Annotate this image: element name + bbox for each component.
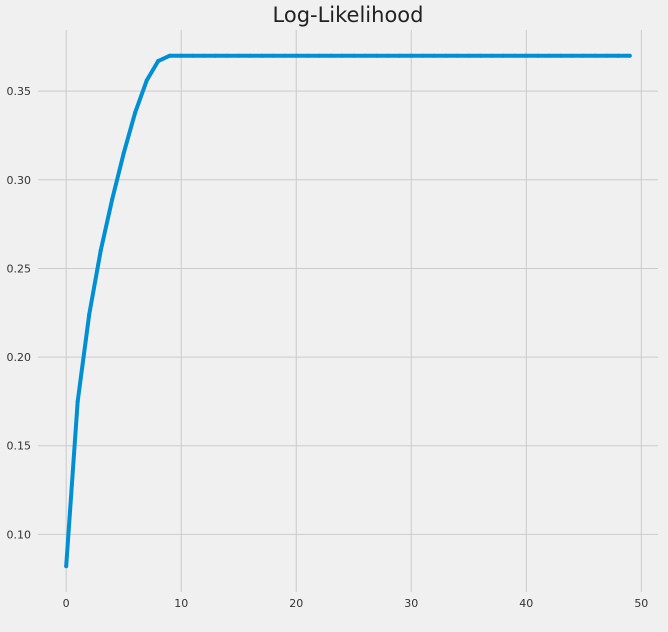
y-tick-labels: 0.10 0.15 0.20 0.25 0.30 0.35	[7, 85, 32, 541]
data-point	[75, 399, 80, 404]
data-point	[535, 53, 540, 58]
data-point	[478, 53, 483, 58]
data-point	[512, 53, 517, 58]
data-point	[110, 197, 115, 202]
data-point	[558, 53, 563, 58]
x-tick-label: 50	[634, 597, 648, 610]
data-point	[87, 312, 92, 317]
data-point	[64, 564, 69, 569]
y-tick-label: 0.30	[7, 174, 32, 187]
data-point	[179, 53, 184, 58]
data-point	[616, 53, 621, 58]
data-point	[213, 53, 218, 58]
data-point	[581, 53, 586, 58]
data-point	[432, 53, 437, 58]
data-point	[570, 53, 575, 58]
data-point	[351, 53, 356, 58]
data-point	[604, 53, 609, 58]
data-point	[501, 53, 506, 58]
y-tick-label: 0.15	[7, 440, 32, 453]
x-tick-label: 20	[289, 597, 303, 610]
series-layer	[64, 53, 632, 569]
data-point	[202, 53, 207, 58]
data-point	[397, 53, 402, 58]
data-point	[271, 53, 276, 58]
data-point	[328, 53, 333, 58]
y-tick-label: 0.35	[7, 85, 32, 98]
y-tick-label: 0.10	[7, 528, 32, 541]
data-point	[317, 53, 322, 58]
data-point	[443, 53, 448, 58]
data-point	[363, 53, 368, 58]
data-point	[98, 248, 103, 253]
y-tick-label: 0.25	[7, 262, 32, 275]
data-point	[524, 53, 529, 58]
data-point	[374, 53, 379, 58]
data-point	[593, 53, 598, 58]
data-point	[121, 151, 126, 156]
chart-title: Log-Likelihood	[273, 3, 424, 27]
data-point	[466, 53, 471, 58]
data-point	[547, 53, 552, 58]
data-point	[627, 53, 632, 58]
x-tick-label: 10	[174, 597, 188, 610]
data-point	[455, 53, 460, 58]
data-point	[305, 53, 310, 58]
data-point	[167, 53, 172, 58]
x-tick-label: 30	[404, 597, 418, 610]
x-tick-label: 0	[63, 597, 70, 610]
data-point	[144, 78, 149, 83]
data-point	[156, 59, 161, 64]
data-point	[190, 53, 195, 58]
data-point	[420, 53, 425, 58]
data-point	[294, 53, 299, 58]
data-point	[259, 53, 264, 58]
data-point	[282, 53, 287, 58]
data-point	[236, 53, 241, 58]
y-tick-label: 0.20	[7, 351, 32, 364]
data-point	[248, 53, 253, 58]
data-point	[133, 110, 138, 115]
x-tick-label: 40	[519, 597, 533, 610]
x-gridlines	[65, 30, 642, 592]
x-tick-labels: 0 10 20 30 40 50	[63, 597, 649, 610]
data-point	[386, 53, 391, 58]
data-point	[340, 53, 345, 58]
data-point	[489, 53, 494, 58]
data-point	[225, 53, 230, 58]
data-point	[409, 53, 414, 58]
